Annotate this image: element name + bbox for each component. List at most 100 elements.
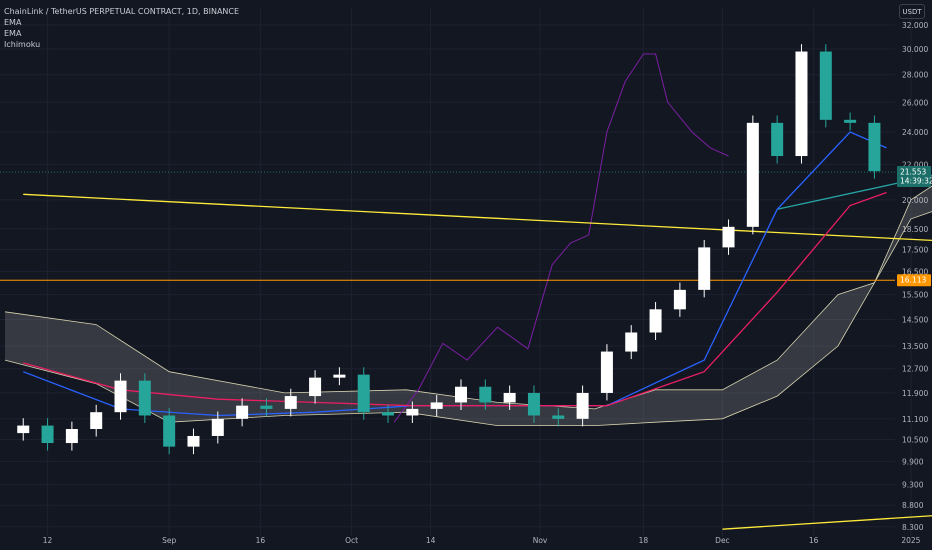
candle (771, 115, 784, 164)
candle-body (163, 415, 176, 447)
candle-body (90, 412, 103, 430)
x-tick-label: Nov (533, 536, 548, 545)
trend-line (722, 515, 932, 530)
y-tick-label: 11.900 (902, 389, 928, 398)
candle-body (868, 122, 881, 172)
currency-button[interactable]: USDT (899, 4, 925, 19)
candle (309, 370, 322, 404)
x-tick-label: Dec (715, 536, 730, 545)
y-tick-label: 10.500 (902, 435, 928, 444)
indicator-ema-fast[interactable]: EMA (4, 18, 22, 27)
candle (260, 398, 273, 417)
y-tick-label: 17.500 (902, 246, 928, 255)
y-tick-label: 26.000 (902, 98, 928, 107)
candle-body (382, 412, 395, 416)
candle (382, 404, 395, 423)
cloud-span-a (4, 185, 932, 410)
price-candles (17, 44, 881, 455)
last-price-tag (897, 166, 931, 188)
y-tick-label: 24.000 (902, 128, 928, 137)
y-tick-label: 9.900 (902, 457, 924, 466)
last-price-tag-countdown: 14:39:32 (900, 177, 932, 186)
candle (625, 325, 638, 360)
candle-body (309, 377, 322, 397)
candle (357, 367, 370, 420)
candle-body (844, 119, 857, 123)
candle (698, 240, 711, 298)
time-axis[interactable]: 12Sep16Oct14Nov18Dec16202513Feb17Mar17 (43, 536, 932, 545)
candle-body (17, 425, 30, 434)
candle-body (41, 425, 54, 444)
y-tick-label: 28.000 (902, 71, 928, 80)
indicator-lines (0, 53, 932, 530)
candle-body (600, 351, 613, 393)
candle-body (114, 380, 127, 413)
y-tick-label: 14.500 (902, 315, 928, 324)
candle-body (771, 122, 784, 157)
candle-body (455, 386, 467, 403)
candle (576, 385, 589, 427)
indicator-ema-slow[interactable]: EMA (4, 29, 22, 38)
candle-body (260, 405, 273, 409)
y-tick-label: 12.700 (902, 365, 928, 374)
x-tick-label: 18 (639, 536, 649, 545)
candle (187, 428, 200, 455)
y-tick-label: 8.300 (902, 523, 924, 532)
x-tick-label: 2025 (901, 536, 920, 545)
candle (65, 421, 78, 451)
y-tick-label: 20.000 (902, 196, 928, 205)
candle (430, 395, 443, 417)
trend-line (777, 175, 932, 210)
price-axis[interactable]: 32.000 30.000 28.000 26.000 24.000 22.000 20.0… (902, 21, 928, 532)
candle (163, 408, 176, 455)
x-tick-label: Oct (345, 536, 358, 545)
x-tick-label: 14 (426, 536, 436, 545)
candle (819, 44, 832, 128)
candle (114, 373, 127, 420)
y-tick-label: 18.500 (902, 225, 928, 234)
candle-body (236, 405, 249, 419)
candle-body (406, 408, 419, 416)
x-tick-label: 16 (809, 536, 819, 545)
candle-body (65, 429, 78, 444)
candle-body (795, 51, 808, 157)
candle-body (479, 386, 492, 403)
candle-body (576, 392, 589, 419)
candle (138, 373, 151, 423)
candle (868, 115, 881, 179)
candle-body (673, 289, 686, 310)
candle (406, 401, 419, 423)
candle-body (187, 435, 200, 447)
candle-body (649, 309, 662, 333)
y-tick-label: 13.500 (902, 342, 928, 351)
candle (41, 418, 54, 451)
indicator-ichimoku[interactable]: Ichimoku (4, 40, 41, 49)
candle (795, 44, 808, 164)
symbol-title: ChainLink / TetherUS PERPETUAL CONTRACT,… (4, 7, 240, 16)
candle (527, 385, 540, 423)
candle (211, 411, 224, 444)
candle-body (138, 380, 151, 416)
candle-body (284, 396, 297, 409)
candle-body (211, 418, 224, 436)
candle-body (430, 402, 443, 409)
candle (673, 282, 686, 317)
y-tick-label: 9.300 (902, 481, 924, 490)
y-tick-label: 11.100 (902, 415, 928, 424)
candle-body (625, 332, 638, 352)
candle-body (746, 122, 759, 227)
x-tick-label: 16 (256, 536, 266, 545)
grid (0, 8, 912, 536)
candle (333, 367, 346, 386)
level-price-tag (897, 274, 931, 287)
candle (552, 408, 565, 427)
x-tick-label: 12 (43, 536, 53, 545)
candle (746, 115, 759, 235)
candle-body (503, 392, 516, 403)
candle-body (819, 51, 832, 120)
candle-body (722, 226, 735, 248)
trend-line (23, 193, 932, 242)
x-tick-label: Sep (162, 536, 176, 545)
